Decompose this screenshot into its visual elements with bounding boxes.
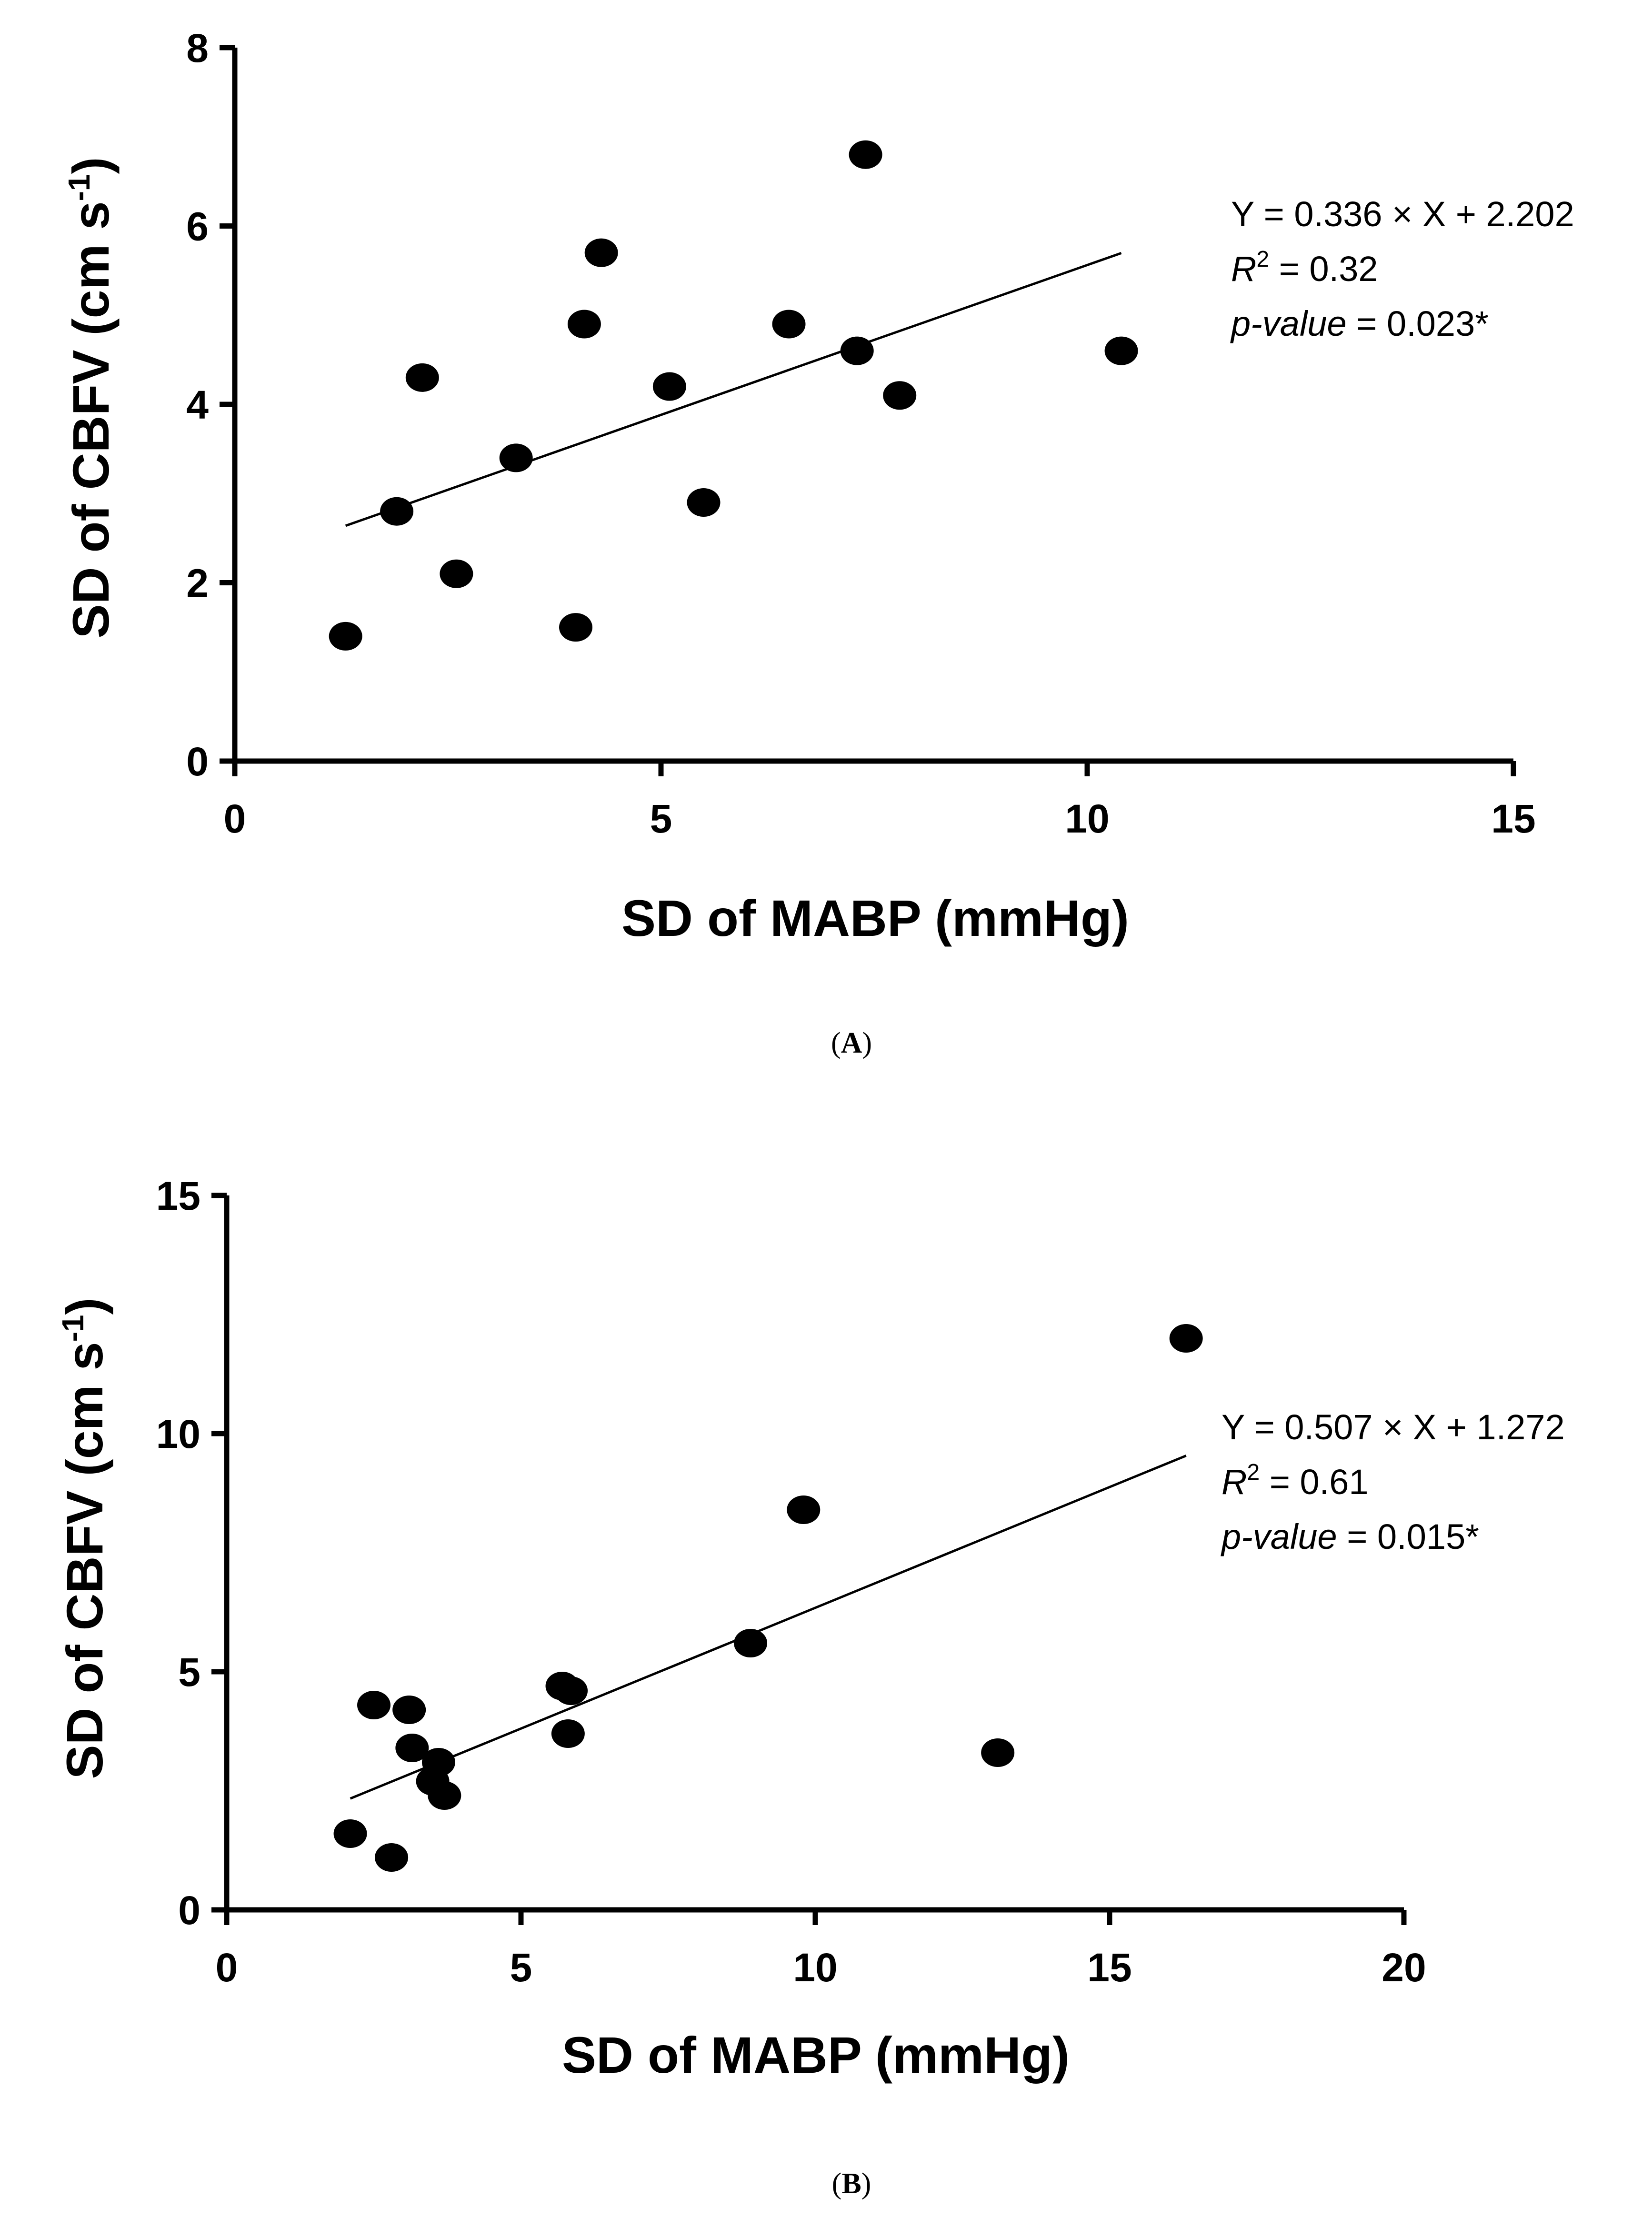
panel-a-r-value: = 0.32 (1269, 249, 1378, 289)
panel-a-data-point (499, 443, 533, 472)
panel-a-y-tick-label: 6 (186, 204, 209, 249)
panel-b-x-tick-label: 20 (1382, 1945, 1426, 1990)
panel-a-data-point (687, 488, 721, 517)
panel-a-data-point (849, 140, 882, 169)
panel-a-data-point (380, 497, 414, 526)
panel-a-y-tick-label: 8 (186, 26, 209, 70)
panel-a-x-axis-title: SD of MABP (mmHg) (621, 889, 1129, 947)
panel-a-p-label: p-value (1230, 304, 1347, 343)
panel-a-data-point (1104, 336, 1138, 365)
panel-b-y-axis-title: SD of CBFV (cm s-1) (56, 1298, 113, 1779)
panel-a-y-tick-label: 2 (186, 561, 209, 606)
panel-b-data-point (421, 1748, 455, 1776)
panel-b-r-value: = 0.61 (1260, 1462, 1368, 1502)
panel-b-regression-line (350, 1455, 1187, 1800)
panel-b-data-point (375, 1843, 409, 1872)
panel-a-data-point (440, 559, 473, 588)
panel-a-data-point (652, 372, 686, 401)
panel-a-y-axis-title-close: ) (62, 157, 120, 174)
panel-a-y-tick-label: 4 (186, 382, 209, 427)
panel-a-data-point (840, 336, 874, 365)
panel-a-p-rest: = 0.023* (1347, 304, 1489, 343)
panel-b-y-axis-title-close: ) (56, 1298, 113, 1315)
panel-b-data-point (333, 1819, 367, 1848)
panel-b-label-letter: B (841, 2168, 861, 2200)
panel-a-y-tick-label: 0 (186, 739, 209, 784)
panel-b-label-close: ) (861, 2168, 871, 2200)
panel-b-data-point (554, 1676, 588, 1705)
panel-b-data-point (734, 1629, 768, 1657)
panel-b-data-point (551, 1719, 585, 1748)
panel-b-x-tick-label: 5 (510, 1945, 532, 1990)
panel-b-data-point (787, 1495, 821, 1524)
panel-b-x-tick-label: 15 (1087, 1945, 1131, 1990)
panel-a-data-point (584, 238, 618, 267)
panel-b-data-point (1169, 1324, 1203, 1353)
panel-b-y-axis-title-exp: -1 (56, 1315, 90, 1342)
panel-b: 0 5 10 15 20 0 5 10 15 SD of MABP (mmHg) SD of C… (56, 1174, 1565, 2200)
panel-a-x-tick-label: 0 (224, 796, 246, 841)
panel-b-p-value: p-value = 0.015* (1221, 1517, 1479, 1556)
panel-b-data-point (428, 1781, 461, 1810)
panel-a-label-letter: A (841, 1027, 862, 1059)
panel-b-data-point (395, 1734, 429, 1762)
panel-a-x-tick-label: 15 (1491, 796, 1535, 841)
panel-b-label-open: ( (832, 2168, 842, 2200)
panel-b-equation: Y = 0.507 × X + 1.272 (1221, 1407, 1565, 1447)
panel-b-y-tick-label: 15 (156, 1174, 200, 1218)
panel-a-label-close: ) (862, 1027, 872, 1059)
panel-a-r-squared: R2 = 0.32 (1231, 247, 1378, 289)
panel-a-data-point (883, 381, 917, 410)
panel-b-x-tick-label: 0 (216, 1945, 238, 1990)
panel-a-x-tick-label: 5 (650, 796, 672, 841)
panel-b-y-tick-label: 5 (178, 1650, 200, 1695)
panel-a-y-axis-title-main: SD of CBFV (cm s (62, 201, 120, 638)
panel-b-r-squared: R2 = 0.61 (1221, 1460, 1369, 1502)
panel-a-equation: Y = 0.336 × X + 2.202 (1231, 194, 1574, 234)
panel-b-marks: 0 5 10 15 20 0 5 10 15 (156, 1174, 1426, 1990)
panel-b-data-point (392, 1696, 426, 1724)
panel-a-y-axis-title: SD of CBFV (cm s-1) (62, 157, 120, 639)
panel-b-y-axis-title-main: SD of CBFV (cm s (56, 1342, 113, 1779)
panel-b-y-tick-label: 0 (178, 1888, 200, 1933)
panel-a-data-point (405, 363, 439, 392)
panel-a-label: (A) (831, 1027, 872, 1059)
panel-a-label-open: ( (831, 1027, 841, 1059)
panel-a-data-point (329, 622, 362, 651)
panel-a-r-symbol: R (1231, 249, 1256, 289)
panel-b-label: (B) (832, 2168, 871, 2200)
panel-b-x-tick-label: 10 (793, 1945, 837, 1990)
panel-a-y-axis-title-exp: -1 (62, 174, 96, 201)
panel-a: 0 5 10 15 0 2 4 6 8 SD of MABP (mmHg) SD of CBFV… (62, 26, 1574, 1059)
panel-a-data-point (567, 310, 601, 339)
panel-b-y-tick-label: 10 (156, 1412, 200, 1456)
panel-b-data-point (357, 1691, 390, 1719)
panel-a-p-value: p-value = 0.023* (1230, 304, 1489, 343)
panel-b-r-symbol: R (1221, 1462, 1247, 1502)
panel-b-x-axis-title: SD of MABP (mmHg) (562, 2026, 1070, 2084)
panel-b-p-label: p-value (1221, 1517, 1337, 1556)
panel-a-regression-line (345, 251, 1122, 527)
panel-a-data-point (559, 613, 592, 642)
panel-a-marks: 0 5 10 15 0 2 4 6 8 (186, 26, 1535, 841)
panel-a-x-tick-label: 10 (1065, 796, 1109, 841)
panel-b-data-point (981, 1738, 1015, 1767)
panel-b-p-rest: = 0.015* (1337, 1517, 1479, 1556)
panel-a-data-point (772, 310, 806, 339)
panel-a-r-exp: 2 (1256, 247, 1269, 272)
panel-b-r-exp: 2 (1247, 1460, 1260, 1485)
